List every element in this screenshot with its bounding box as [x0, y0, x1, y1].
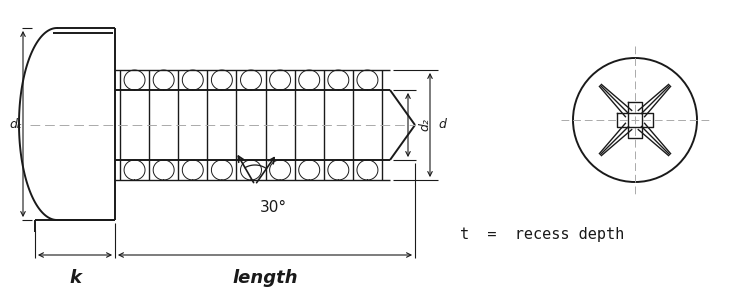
- Text: dₖ: dₖ: [9, 118, 22, 132]
- Text: t  =  recess depth: t = recess depth: [460, 228, 624, 242]
- Text: d: d: [438, 118, 446, 132]
- Text: d₂: d₂: [418, 119, 431, 132]
- Text: k: k: [69, 269, 81, 287]
- Text: 30°: 30°: [260, 199, 286, 214]
- Text: length: length: [232, 269, 298, 287]
